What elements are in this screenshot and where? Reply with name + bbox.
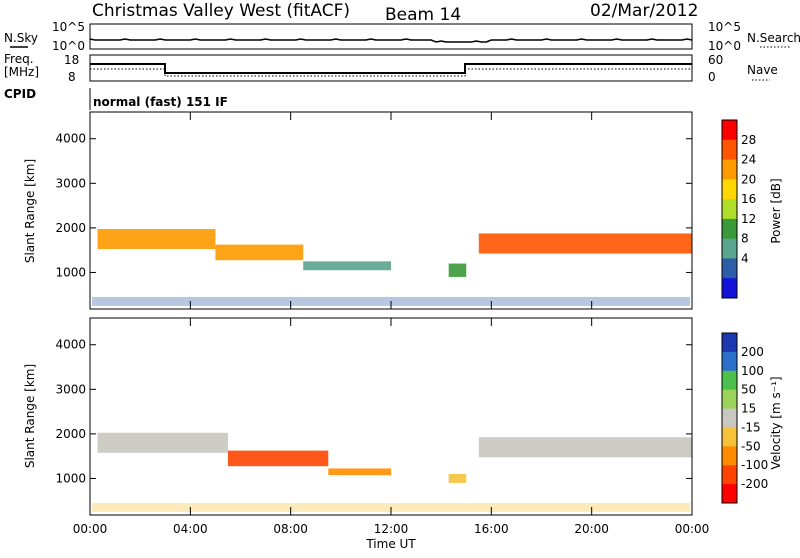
power-region-0 [97,228,216,250]
freq-panel [89,54,693,82]
power-colorbar-swatch-1 [722,139,737,161]
power-colorbar-tick-1: 24 [741,153,756,167]
velocity-heatmap [92,432,692,512]
time-axis: 00:00 04:00 08:00 12:00 16:00 20:00 00:00 [73,522,710,536]
power-region-3 [448,263,467,277]
velocity-colorbar-swatch-1 [722,351,737,372]
power-colorbar-tick-3: 16 [741,192,756,206]
power-region-2 [303,261,391,271]
power-colorbar-swatch-7 [722,258,737,279]
nave-tick-top: 60 [708,53,723,67]
x-tick-label-2: 08:00 [273,522,308,536]
cpid-value: normal (fast) 151 IF [93,95,228,109]
velocity-ytick-label-2: 2000 [55,427,86,441]
power-region-4 [478,233,692,254]
power-colorbar-label: Power [dB] [769,178,783,243]
power-y-axis-label: Slant Range [km] [23,159,37,263]
power-colorbar-tick-2: 20 [741,172,756,186]
freq-trace [90,63,692,74]
velocity-colorbar-swatch-6 [722,446,737,466]
cpid-label: CPID [4,87,36,101]
power-colorbar-swatch-5 [722,218,737,240]
x-tick-label-6: 00:00 [675,522,710,536]
power-colorbar-tick-0: 28 [741,133,756,147]
nave-trace [90,68,692,77]
date-label: 02/Mar/2012 [590,1,698,21]
power-colorbar-frame [721,119,738,299]
velocity-colorbar-tick-0: 200 [741,345,764,359]
nave-label: Nave [747,63,778,77]
power-ytick-label-3: 1000 [55,265,86,279]
nsearch-tick-top: 10^5 [708,20,741,34]
nsky-trace [89,38,693,43]
power-colorbar-swatch-3 [722,179,737,200]
nsearch-label: N.Search [747,31,800,45]
velocity-axes: 4000 3000 2000 1000 [55,318,693,515]
nave-tick-bottom: 0 [708,70,716,84]
velocity-colorbar-swatch-5 [722,427,737,447]
velocity-colorbar-swatch-0 [722,333,737,353]
x-tick-label-1: 04:00 [173,522,208,536]
x-axis-label: Time UT [365,537,416,551]
velocity-region-0 [97,432,228,453]
power-panel-frame [89,111,693,310]
nsky-panel [89,23,693,50]
velocity-colorbar-label: Velocity [m s⁻¹] [769,376,783,469]
power-colorbar-tick-4: 12 [741,212,756,226]
velocity-colorbar-swatch-4 [722,408,737,428]
x-tick-label-5: 20:00 [574,522,609,536]
velocity-region-3 [448,473,467,483]
power-colorbar: 28 24 20 16 12 8 4 [721,119,756,299]
velocity-colorbar-tick-1: 100 [741,364,764,378]
freq-unit: [MHz] [4,65,39,79]
power-colorbar-tick-6: 4 [741,251,749,265]
power-ytick-label-2: 2000 [55,221,86,235]
power-colorbar-swatch-2 [722,159,737,180]
power-colorbar-swatch-4 [722,199,737,220]
freq-tick-bottom: 8 [68,70,76,84]
power-colorbar-swatch-6 [722,238,737,259]
velocity-ytick-label-0: 4000 [55,338,86,352]
beam-label: Beam 14 [385,5,461,25]
velocity-panel-frame [89,317,693,516]
velocity-y-axis-label: Slant Range [km] [23,364,37,468]
power-colorbar-swatch-0 [722,120,737,141]
radar-title: Christmas Valley West (fitACF) [92,1,350,21]
velocity-region-1 [227,450,329,467]
power-ytick-label-0: 4000 [55,132,86,146]
power-colorbar-tick-5: 8 [741,232,749,246]
x-tick-label-4: 16:00 [474,522,509,536]
velocity-colorbar-tick-5: -50 [741,439,761,453]
velocity-ytick-label-3: 1000 [55,471,86,485]
power-axes: 4000 3000 2000 1000 [55,112,693,309]
power-heatmap [92,228,692,306]
nsky-label: N.Sky [4,31,38,45]
x-tick-label-3: 12:00 [374,522,409,536]
nsky-tick-bottom: 10^0 [52,39,85,53]
velocity-colorbar-swatch-2 [722,370,737,391]
power-colorbar-swatch-8 [722,278,737,299]
velocity-colorbar-tick-2: 50 [741,383,756,397]
power-region-1 [215,244,304,261]
power-ytick-label-1: 3000 [55,176,86,190]
freq-tick-top: 18 [64,53,79,67]
velocity-colorbar-swatch-8 [722,484,737,504]
velocity-ytick-label-1: 3000 [55,382,86,396]
velocity-colorbar-frame [721,332,738,504]
velocity-region-2 [328,468,391,476]
velocity-region-4 [478,437,692,458]
velocity-colorbar-swatch-3 [722,389,737,410]
velocity-colorbar-tick-3: 15 [741,402,756,416]
nsky-tick-top: 10^5 [52,20,85,34]
velocity-colorbar-tick-4: -15 [741,420,761,434]
velocity-colorbar-tick-6: -100 [741,458,768,472]
velocity-colorbar-tick-7: -200 [741,477,768,491]
x-tick-label-0: 00:00 [73,522,108,536]
freq-label: Freq. [4,52,34,66]
nsearch-tick-bottom: 10^0 [708,39,741,53]
velocity-colorbar-swatch-7 [722,465,737,485]
velocity-colorbar: 200 100 50 15 -15 -50 -100 -200 [721,332,768,504]
